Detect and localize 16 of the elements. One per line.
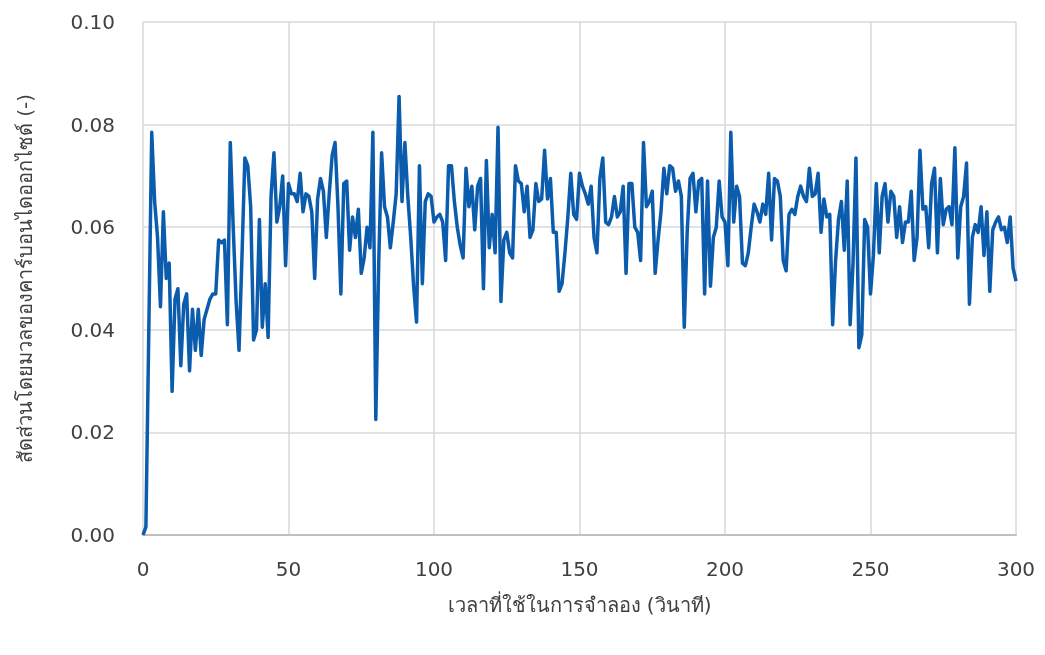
- x-tick-label: 300: [996, 557, 1036, 581]
- x-axis-title: เวลาที่ใช้ในการจำลอง (วินาที): [447, 591, 712, 617]
- y-tick-label: 0.06: [70, 215, 115, 240]
- x-tick-label: 0: [136, 557, 150, 581]
- y-tick-label: 0.00: [70, 523, 115, 547]
- y-tick-label: 0.10: [70, 10, 115, 34]
- x-tick-label: 150: [560, 557, 599, 581]
- x-tick-label: 50: [275, 557, 302, 581]
- x-tick-label: 200: [705, 557, 745, 581]
- y-tick-label: 0.02: [70, 420, 115, 445]
- line-series: [141, 94, 1018, 537]
- y-axis-title: สัดส่วนโดยมวลของคาร์บอนไดออกไซด์ (-): [13, 93, 37, 464]
- x-tick-label: 250: [851, 557, 890, 581]
- y-tick-label: 0.08: [70, 112, 115, 137]
- x-tick-label: 100: [414, 557, 454, 581]
- y-tick-label: 0.04: [70, 317, 115, 342]
